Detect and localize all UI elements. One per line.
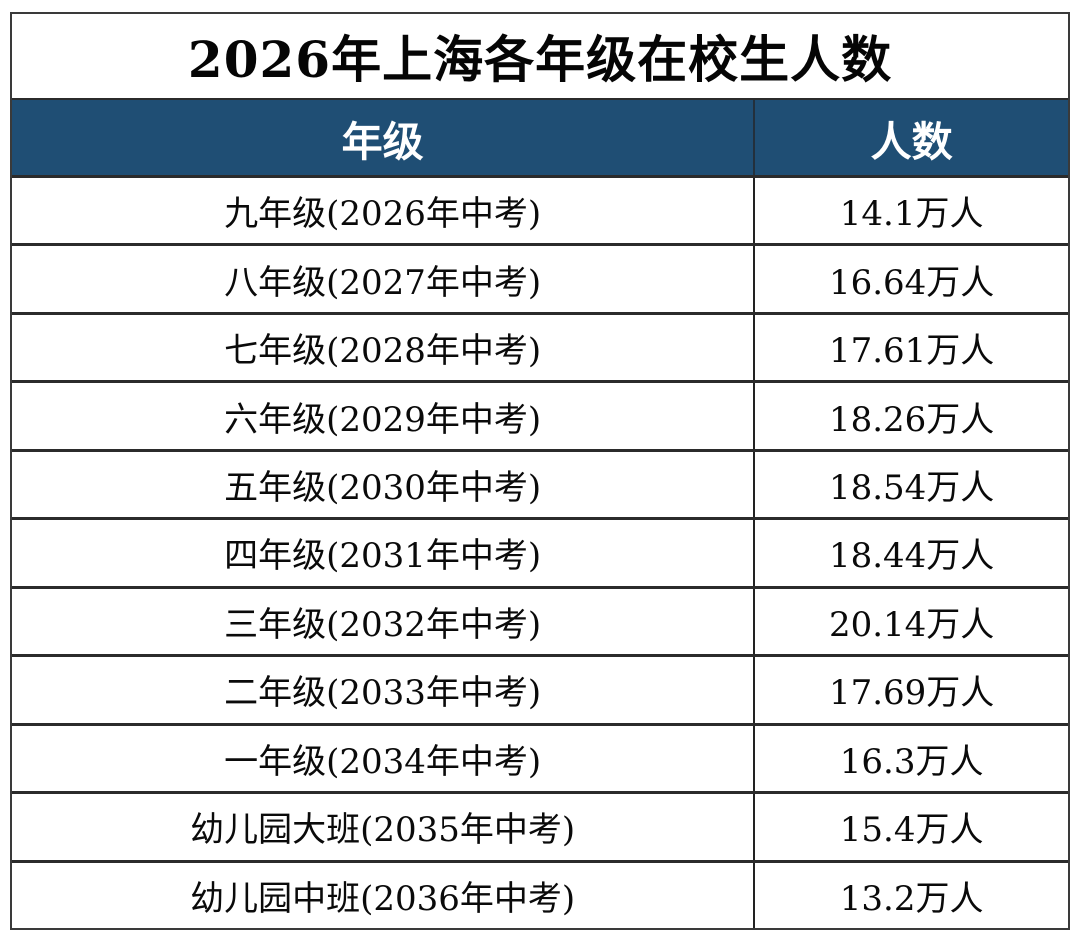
table-row: 幼儿园中班(2036年中考) 13.2万人 — [12, 862, 1068, 928]
table-row: 七年级(2028年中考) 17.61万人 — [12, 314, 1068, 384]
count-cell: 18.26万人 — [753, 383, 1068, 449]
count-cell: 17.61万人 — [753, 314, 1068, 381]
column-header-grade: 年级 — [341, 117, 424, 166]
table-body: 九年级(2026年中考) 14.1万人 八年级(2027年中考) 16.64万人 七年级… — [12, 178, 1068, 928]
table-title-band: 2026年上海各年级在校生人数 — [12, 14, 1068, 100]
grade-cell: 二年级(2033年中考) — [224, 673, 542, 714]
table-row: 六年级(2029年中考) 18.26万人 — [12, 383, 1068, 452]
grade-cell: 八年级(2027年中考) — [224, 262, 542, 303]
page-title: 2026年上海各年级在校生人数 — [187, 30, 893, 89]
count-cell: 14.1万人 — [753, 178, 1068, 244]
count-cell: 15.4万人 — [753, 794, 1068, 860]
table-row: 八年级(2027年中考) 16.64万人 — [12, 246, 1068, 315]
table-row: 二年级(2033年中考) 17.69万人 — [12, 657, 1068, 726]
grade-cell: 幼儿园中班(2036年中考) — [190, 878, 576, 919]
grade-cell: 幼儿园大班(2035年中考) — [190, 810, 576, 851]
count-cell: 18.54万人 — [753, 451, 1068, 518]
count-cell: 17.69万人 — [753, 657, 1068, 723]
column-header-count: 人数 — [753, 100, 1068, 175]
grade-cell: 四年级(2031年中考) — [224, 536, 542, 577]
table-header-row: 年级 人数 — [12, 100, 1068, 178]
grade-cell: 一年级(2034年中考) — [224, 741, 542, 782]
grade-cell: 六年级(2029年中考) — [224, 399, 542, 440]
table-row: 一年级(2034年中考) 16.3万人 — [12, 725, 1068, 795]
count-cell: 16.64万人 — [753, 246, 1068, 312]
count-cell: 13.2万人 — [753, 862, 1068, 928]
table-row: 九年级(2026年中考) 14.1万人 — [12, 178, 1068, 247]
table-row: 幼儿园大班(2035年中考) 15.4万人 — [12, 794, 1068, 863]
count-cell: 16.3万人 — [753, 725, 1068, 792]
grade-cell: 三年级(2032年中考) — [224, 604, 542, 645]
table-row: 四年级(2031年中考) 18.44万人 — [12, 520, 1068, 589]
table-row: 五年级(2030年中考) 18.54万人 — [12, 451, 1068, 521]
grade-cell: 九年级(2026年中考) — [224, 194, 542, 235]
table-row: 三年级(2032年中考) 20.14万人 — [12, 588, 1068, 658]
grade-cell: 五年级(2030年中考) — [224, 468, 542, 509]
enrollment-table: 2026年上海各年级在校生人数 年级 人数 九年级(2026年中考) 14.1万人… — [10, 12, 1070, 930]
count-cell: 18.44万人 — [753, 520, 1068, 586]
grade-cell: 七年级(2028年中考) — [224, 331, 542, 372]
count-cell: 20.14万人 — [753, 588, 1068, 655]
